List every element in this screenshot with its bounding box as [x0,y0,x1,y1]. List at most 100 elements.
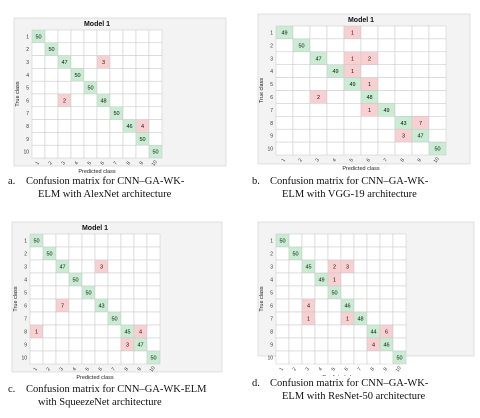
matrix-cell [122,106,137,120]
x-tick-label: 2 [297,157,304,163]
matrix-cell [148,42,163,56]
cell-value: 46 [344,304,350,310]
matrix-cell [94,272,109,287]
cell-value: 45 [124,330,130,336]
matrix-cell [428,25,447,40]
x-tick-label: 2 [291,366,298,372]
matrix-cell [83,119,98,133]
y-axis-label: True class [15,81,21,106]
matrix-cell [68,259,83,274]
caption-letter: b. [252,176,260,187]
matrix-cell [135,144,150,159]
matrix-cell [326,90,345,104]
matrix-cell [366,259,381,274]
panel-alexnet: Model 1 50 50 47 3 50 50 2 48 50 46 4 50 50 1 1 2 2 3 3 4 4 5 5… [4,4,236,201]
matrix-cell [55,337,70,352]
cell-value: 50 [72,278,78,284]
matrix-cell [94,285,109,300]
y-tick-label: 9 [270,343,273,349]
x-tick-label: 8 [399,157,406,163]
matrix-cell [360,128,379,143]
matrix-cell [343,90,362,104]
matrix-cell [55,246,70,261]
matrix-cell [309,25,328,40]
matrix-cell [288,259,303,274]
x-tick-label: 3 [58,366,65,372]
x-tick-label: 2 [45,366,52,372]
matrix-cell [314,285,329,300]
y-tick-label: 6 [270,95,273,101]
matrix-cell [135,42,150,56]
matrix-cell [327,350,342,365]
cell-value: 50 [139,137,145,143]
matrix-cell [343,103,362,117]
matrix-cell [31,132,46,146]
matrix-cell [343,116,362,130]
matrix-cell [360,116,379,130]
matrix-cell [288,298,303,313]
cell-value: 4 [307,304,310,310]
y-tick-label: 2 [26,47,29,53]
matrix-cell [392,350,407,365]
y-tick-label: 1 [270,239,273,245]
matrix-cell [107,259,122,274]
matrix-cell [29,350,44,365]
x-tick-label: 7 [356,366,363,372]
matrix-cell [326,103,345,117]
matrix-cell [44,55,59,69]
matrix-cell [301,324,316,339]
matrix-cell [68,350,83,365]
matrix-cell [288,233,303,248]
x-tick-label: 8 [125,160,132,166]
matrix-cell [133,311,148,326]
matrix-cell [29,298,44,313]
matrix-cell [314,298,329,313]
matrix-cell [122,132,137,146]
matrix-cell [29,259,44,274]
matrix-cell [146,259,161,274]
matrix-cell [392,337,407,352]
y-tick-label: 8 [26,124,29,130]
matrix-cell [327,298,342,313]
matrix-cell [44,119,59,133]
matrix-cell [360,25,379,40]
matrix-cell [394,51,413,65]
matrix-cell [146,272,161,287]
matrix-cell [353,246,368,261]
matrix-cell [353,285,368,300]
matrix-cell [109,42,124,56]
matrix-cell [366,246,381,261]
matrix-cell [42,285,57,300]
matrix-cell [81,337,96,352]
matrix-cell [107,233,122,248]
matrix-cell [301,285,316,300]
matrix-cell [70,119,85,133]
matrix-cell [309,141,328,156]
matrix-cell [288,285,303,300]
caption-line: ELM with ResNet-50 architecture [282,390,426,402]
matrix-cell [288,324,303,339]
caption-letter: c. [8,384,16,395]
y-tick-label: 3 [24,265,27,271]
matrix-cell [107,337,122,352]
x-tick-label: 5 [84,366,91,372]
matrix-cell [366,272,381,287]
matrix-cell [31,106,46,120]
matrix-cell [292,103,311,117]
matrix-cell [96,80,111,95]
cell-value: 4 [141,124,144,130]
matrix-cell [70,80,85,95]
matrix-cell [31,68,46,82]
matrix-cell [392,324,407,339]
matrix-cell [292,141,311,156]
cell-value: 3 [126,343,129,349]
matrix-cell [122,68,137,82]
matrix-cell [44,132,59,146]
cell-value: 1 [307,317,310,323]
cell-value: 50 [152,150,158,156]
y-tick-label: 5 [270,82,273,88]
matrix-cell [133,285,148,300]
matrix-cell [120,298,135,313]
cell-value: 48 [100,98,106,104]
matrix-cell [366,298,381,313]
